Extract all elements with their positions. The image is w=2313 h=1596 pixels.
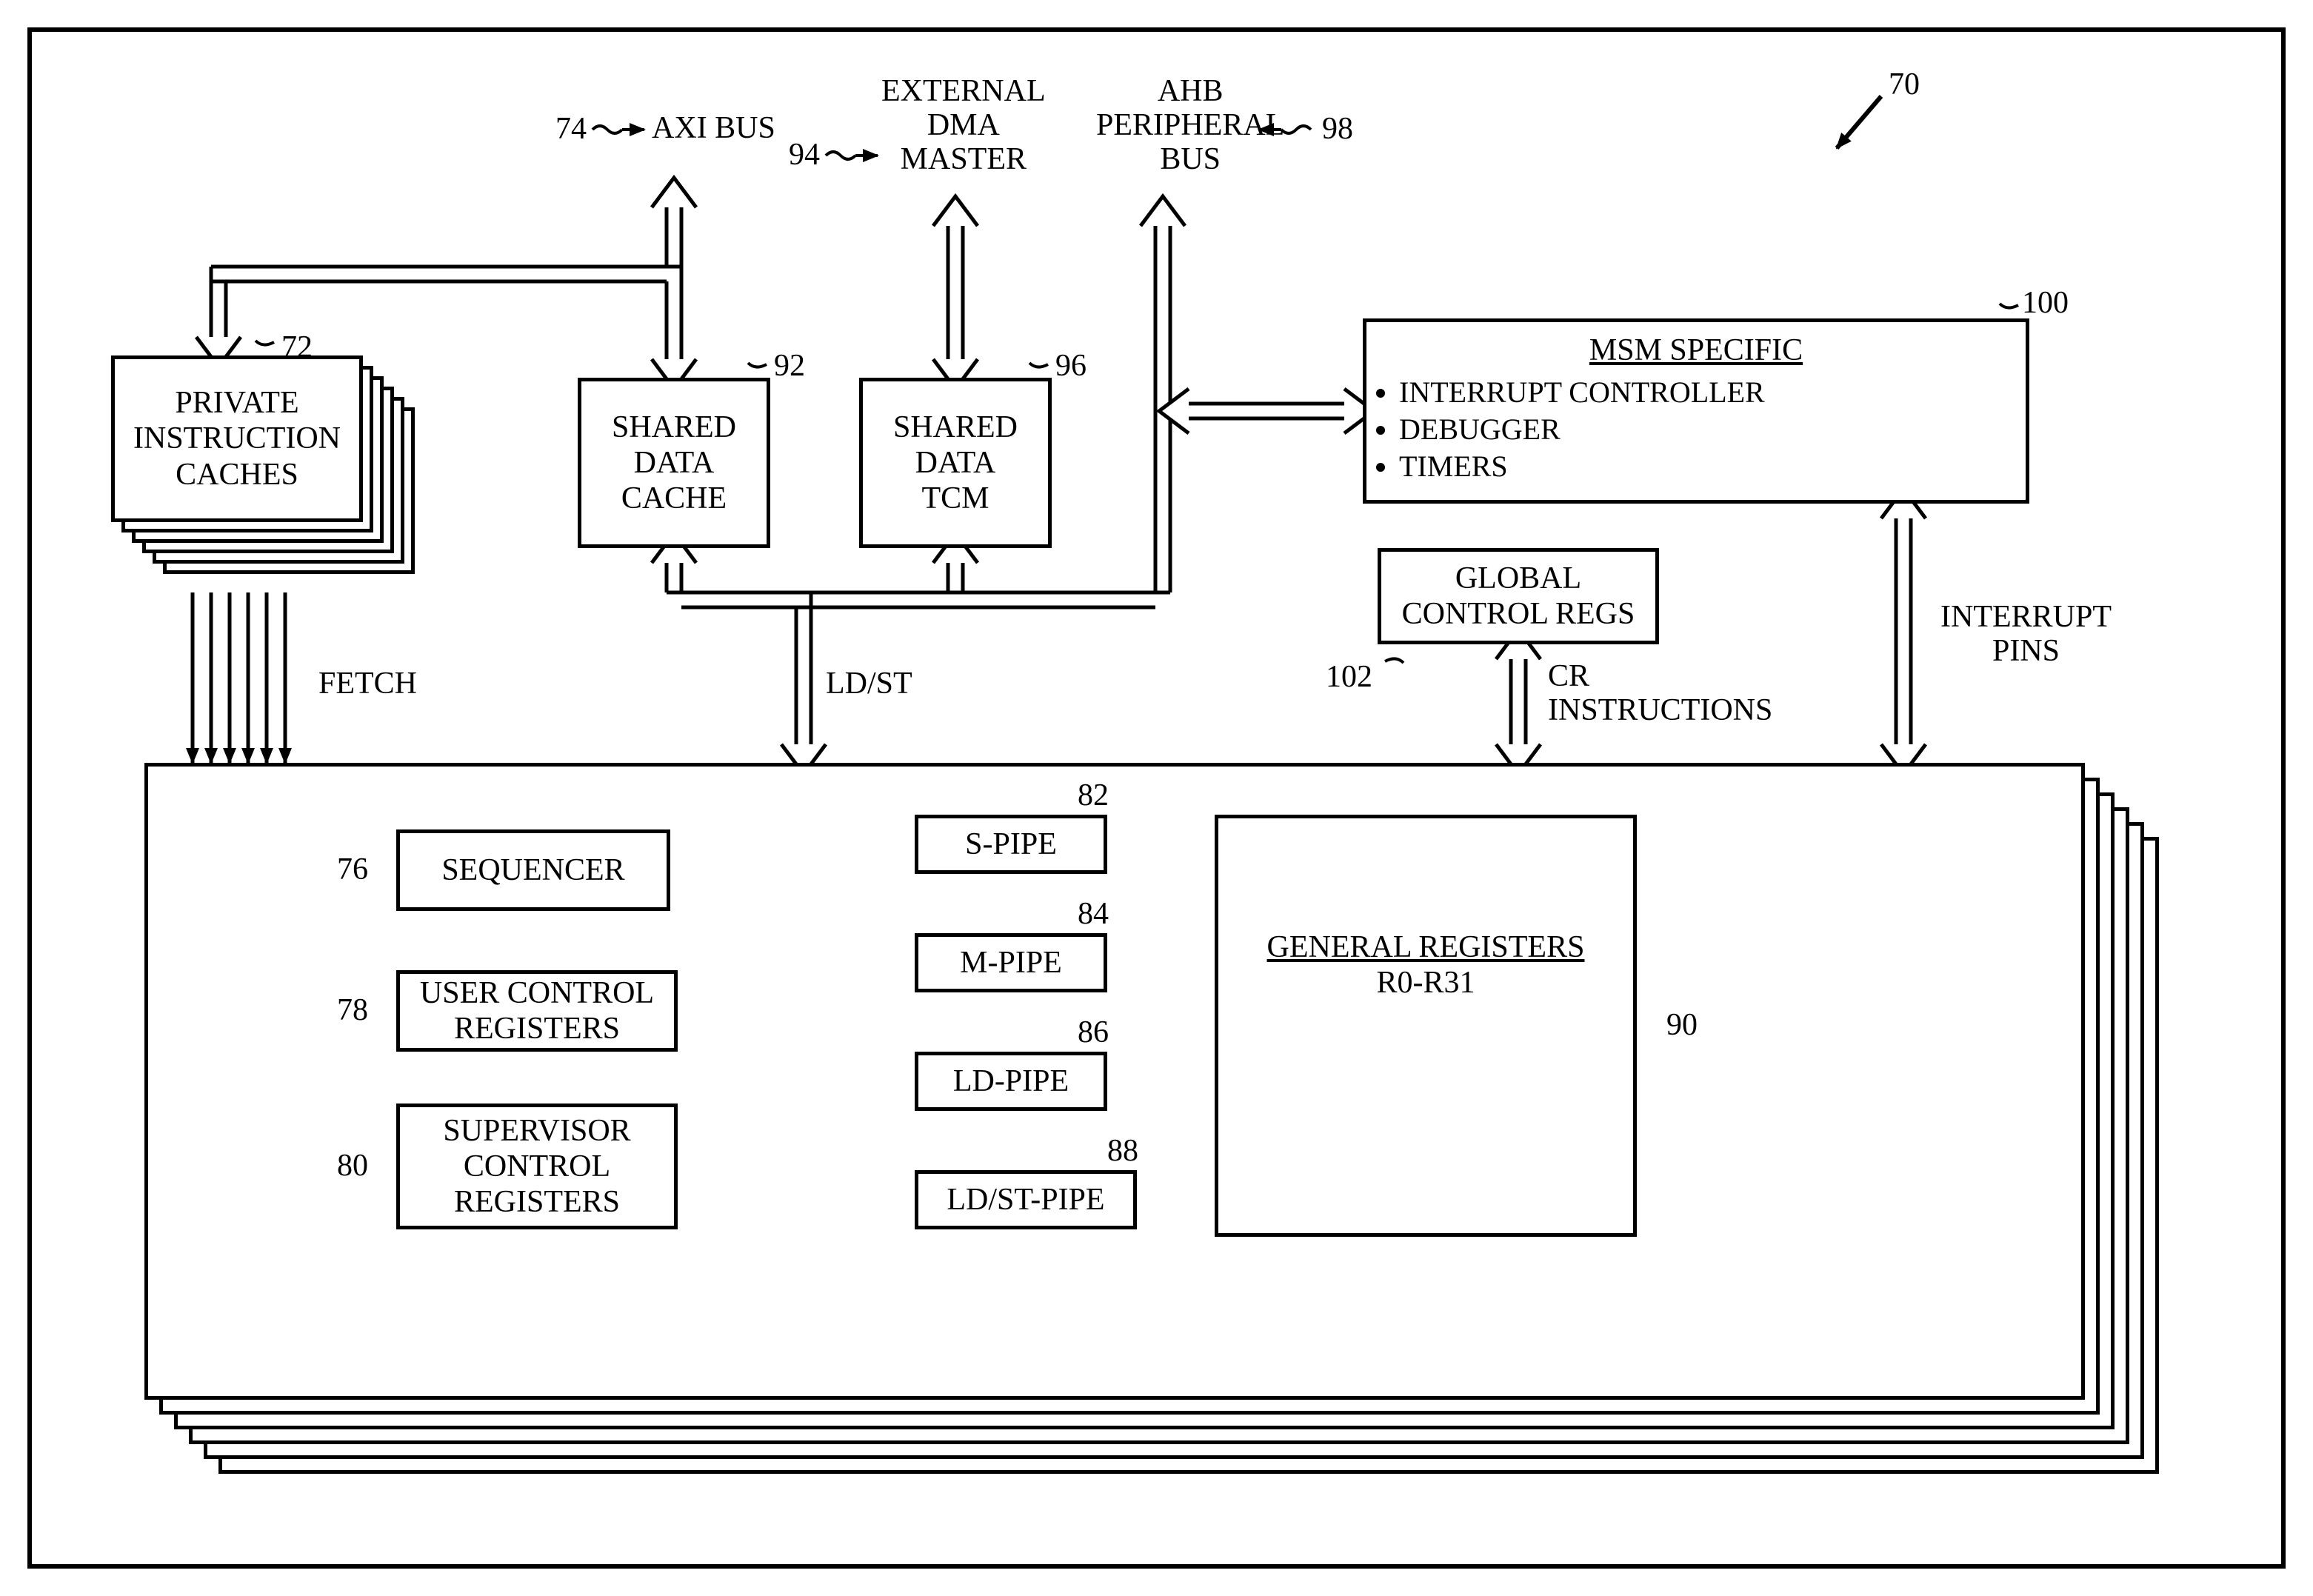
ref-76: 76: [337, 852, 368, 887]
msm-item-interrupt: INTERRUPT CONTROLLER: [1399, 375, 1765, 410]
ref-70: 70: [1889, 67, 1920, 102]
shared-data-cache-label: SHARED DATA CACHE: [612, 410, 736, 517]
global-control-regs: GLOBAL CONTROL REGS: [1378, 548, 1659, 644]
s-pipe-label: S-PIPE: [965, 827, 1057, 862]
supervisor-control-registers-label: SUPERVISOR CONTROL REGISTERS: [443, 1113, 630, 1221]
m-pipe: M-PIPE: [915, 933, 1107, 992]
ref-102: 102: [1326, 659, 1372, 695]
dma-master-label: EXTERNAL DMA MASTER: [881, 74, 1046, 177]
ref-100: 100: [2022, 285, 2069, 321]
fetch-label: FETCH: [318, 667, 417, 701]
msm-specific: MSM SPECIFIC INTERRUPT CONTROLLER DEBUGG…: [1363, 318, 2029, 504]
global-control-regs-label: GLOBAL CONTROL REGS: [1402, 561, 1635, 632]
general-registers: GENERAL REGISTERS R0-R31: [1215, 815, 1637, 1237]
msm-bullet-list: INTERRUPT CONTROLLER DEBUGGER TIMERS: [1384, 373, 1765, 487]
shared-data-cache: SHARED DATA CACHE: [578, 378, 770, 548]
user-control-registers: USER CONTROL REGISTERS: [396, 970, 678, 1052]
cr-instructions-label: CR INSTRUCTIONS: [1548, 659, 1772, 727]
ref-80: 80: [337, 1148, 368, 1183]
sequencer-label: SEQUENCER: [441, 852, 624, 888]
ldst-label: LD/ST: [826, 667, 912, 701]
ref-90: 90: [1666, 1007, 1698, 1043]
general-registers-sub: R0-R31: [1376, 965, 1475, 1001]
ref-82: 82: [1078, 778, 1109, 813]
ref-96: 96: [1055, 348, 1087, 384]
ref-84: 84: [1078, 896, 1109, 932]
ref-78: 78: [337, 992, 368, 1028]
interrupt-pins-label: INTERRUPT PINS: [1940, 600, 2112, 668]
ref-72: 72: [281, 330, 313, 365]
supervisor-control-registers: SUPERVISOR CONTROL REGISTERS: [396, 1103, 678, 1229]
ldst-pipe: LD/ST-PIPE: [915, 1170, 1137, 1229]
msm-item-debugger: DEBUGGER: [1399, 413, 1765, 447]
general-registers-title: GENERAL REGISTERS: [1267, 929, 1585, 965]
private-instruction-caches: PRIVATE INSTRUCTION CACHES: [111, 355, 363, 522]
ref-94: 94: [789, 137, 820, 173]
shared-data-tcm: SHARED DATA TCM: [859, 378, 1052, 548]
ref-86: 86: [1078, 1015, 1109, 1050]
sequencer: SEQUENCER: [396, 829, 670, 911]
axi-bus-label: AXI BUS: [652, 111, 775, 145]
ld-pipe: LD-PIPE: [915, 1052, 1107, 1111]
ldst-pipe-label: LD/ST-PIPE: [947, 1182, 1104, 1218]
s-pipe: S-PIPE: [915, 815, 1107, 874]
msm-item-timers: TIMERS: [1399, 450, 1765, 484]
shared-data-tcm-label: SHARED DATA TCM: [893, 410, 1018, 517]
ref-92: 92: [774, 348, 805, 384]
ref-74: 74: [555, 111, 587, 147]
msm-title: MSM SPECIFIC: [1384, 333, 2008, 368]
ahb-bus-label: AHB PERIPHERAL BUS: [1096, 74, 1284, 177]
ld-pipe-label: LD-PIPE: [953, 1064, 1069, 1099]
private-instruction-caches-label: PRIVATE INSTRUCTION CACHES: [133, 385, 341, 493]
ref-88: 88: [1107, 1133, 1138, 1169]
user-control-registers-label: USER CONTROL REGISTERS: [420, 975, 654, 1047]
private-instruction-caches-stack: PRIVATE INSTRUCTION CACHES: [111, 355, 437, 600]
ref-98: 98: [1322, 111, 1353, 147]
m-pipe-label: M-PIPE: [960, 945, 1062, 981]
